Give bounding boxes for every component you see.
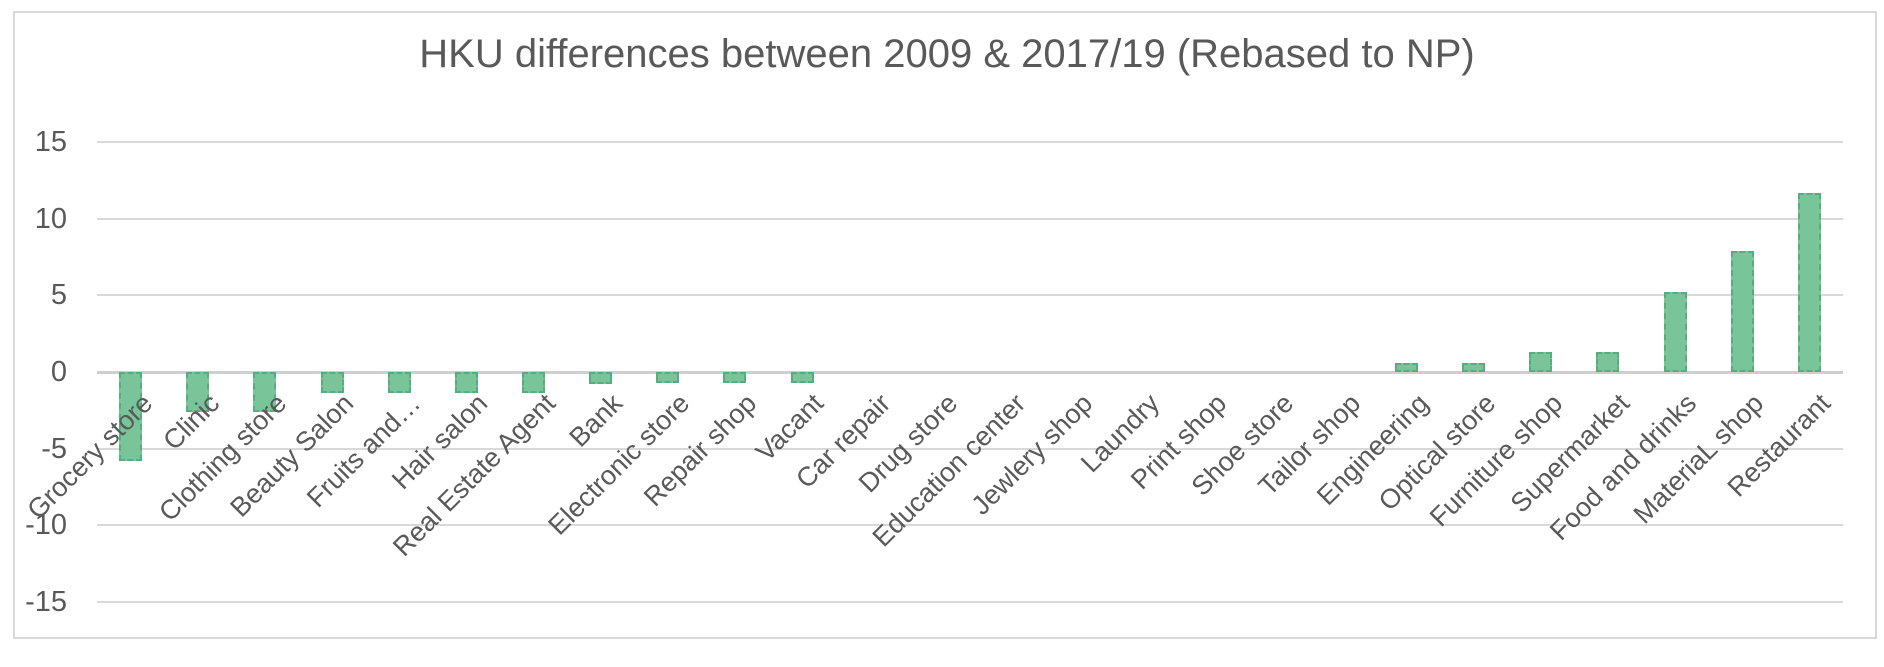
chart-bar [1596, 352, 1620, 372]
chart-bar [1730, 250, 1754, 372]
chart-bar [522, 372, 545, 394]
gridline [97, 141, 1843, 144]
gridline [97, 217, 1843, 220]
chart-bar [790, 372, 814, 383]
gridline [97, 447, 1843, 450]
chart-bar [186, 372, 210, 412]
chart-bar [1395, 362, 1418, 372]
y-tick-label: 5 [50, 279, 67, 312]
y-tick-label: 15 [34, 126, 67, 159]
chart-bar [1663, 292, 1687, 372]
chart-bar [589, 372, 613, 385]
chart-bar [1529, 352, 1553, 372]
y-tick-label: -15 [25, 585, 67, 618]
gridline [97, 524, 1843, 527]
y-tick-label: -5 [41, 432, 67, 465]
chart-bar [1462, 362, 1486, 372]
chart-bar [454, 372, 478, 394]
y-tick-label: 10 [34, 202, 67, 235]
y-tick-label: -10 [25, 509, 67, 542]
chart-bar [1797, 192, 1821, 372]
chart-bar [320, 372, 344, 394]
chart-bar [656, 372, 680, 383]
chart-bar [253, 372, 277, 412]
chart-bar [119, 372, 143, 461]
chart-bar [387, 372, 411, 394]
chart-bar [723, 372, 747, 383]
chart-frame [13, 11, 1877, 639]
category-axis-line [97, 370, 1843, 374]
gridline [97, 600, 1843, 603]
gridline [97, 294, 1843, 297]
y-tick-label: 0 [50, 356, 67, 388]
chart-title: HKU differences between 2009 & 2017/19 (… [419, 32, 1475, 76]
